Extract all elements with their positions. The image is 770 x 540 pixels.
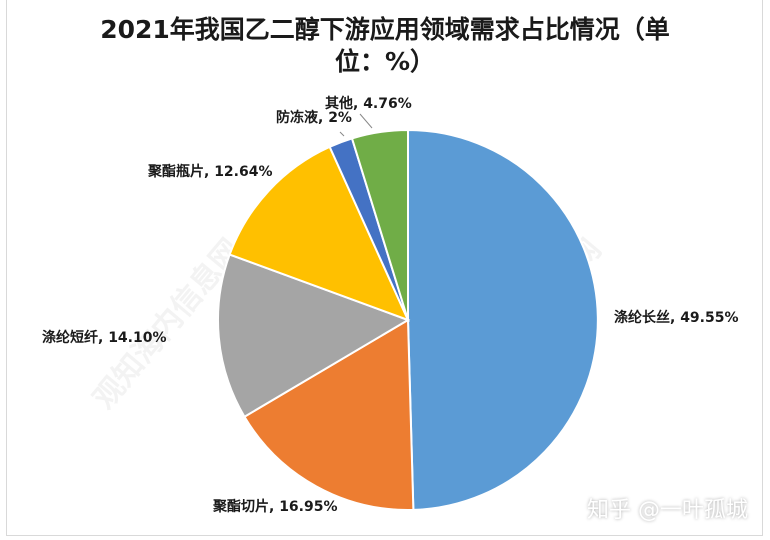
pie-slice-0 [407,128,599,511]
slice-label-5: 其他, 4.76% [325,95,412,112]
slice-label-1: 聚酯切片, 16.95% [212,498,338,515]
pie-slice-3 [228,145,410,322]
leader-line-4 [339,131,345,137]
chart-frame [6,0,763,536]
slice-label-3: 聚酯瓶片, 12.64% [147,163,273,180]
chart-title-line-2: 位：%） [334,47,436,76]
leader-line-5 [359,113,373,129]
pie-slice-5 [350,128,409,321]
pie-slice-2 [217,253,411,419]
footer-watermark: 知乎 @一叶孤城 [587,498,748,523]
chart-title-line-1: 2021年我国乙二醇下游应用领域需求占比情况（单 [100,15,670,44]
pie-slice-1 [243,318,415,511]
slice-label-2: 涤纶短纤, 14.10% [42,329,167,346]
slice-label-4: 防冻液, 2% [276,109,352,126]
slice-label-0: 涤纶长丝, 49.55% [614,309,739,326]
